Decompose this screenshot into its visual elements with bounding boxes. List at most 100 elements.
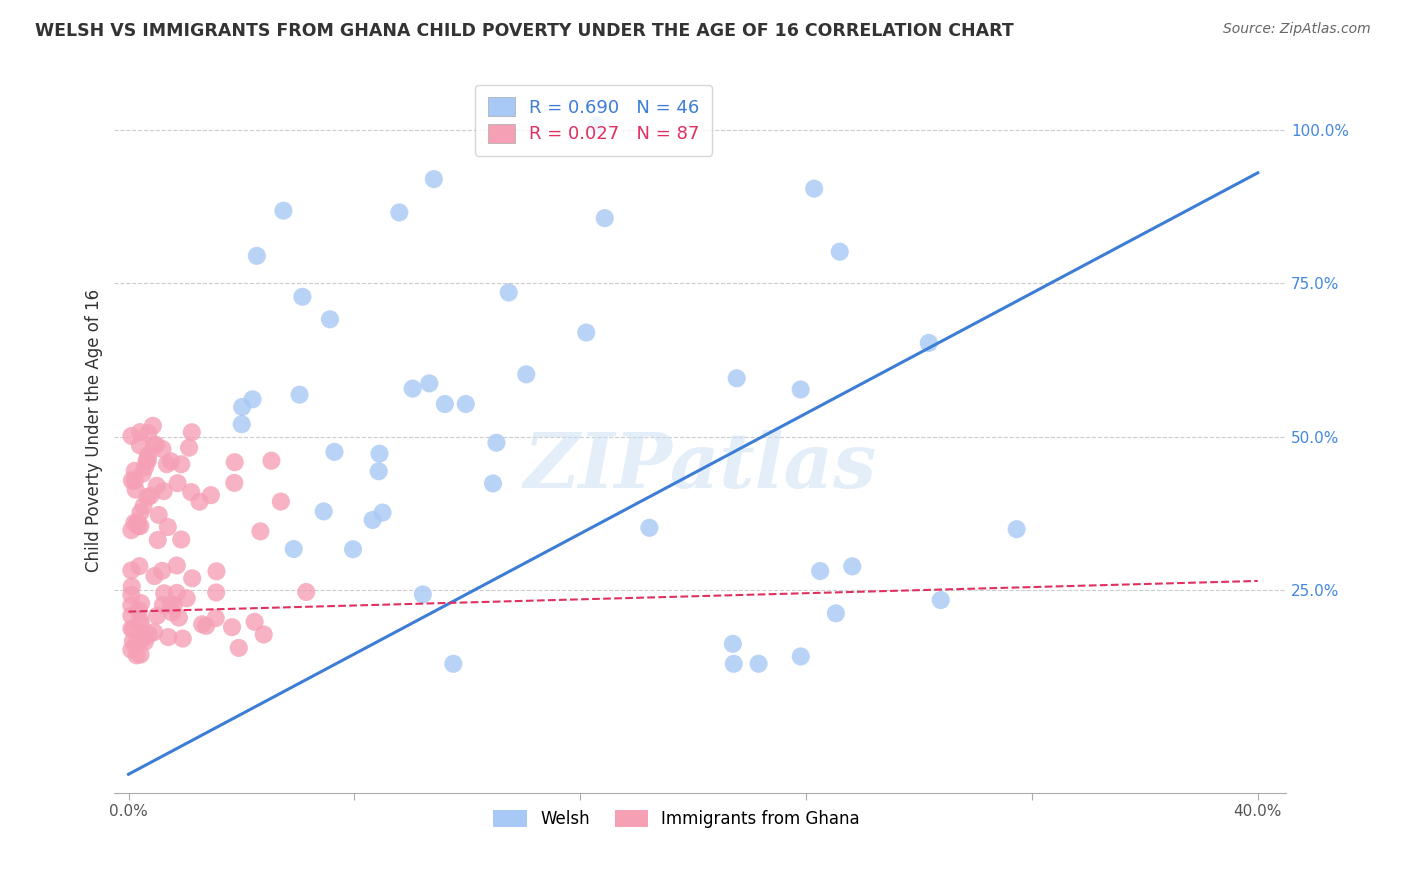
Point xyxy=(575,326,598,340)
Point xyxy=(249,524,271,539)
Point xyxy=(146,533,169,547)
Point xyxy=(803,181,825,195)
Point xyxy=(295,585,318,599)
Point xyxy=(1005,522,1028,536)
Point xyxy=(134,635,156,649)
Point xyxy=(166,558,188,573)
Point xyxy=(361,513,384,527)
Point xyxy=(121,474,143,488)
Point xyxy=(146,608,169,623)
Point xyxy=(121,580,143,594)
Point xyxy=(156,520,179,534)
Point xyxy=(122,634,145,648)
Point xyxy=(412,587,434,601)
Point xyxy=(172,632,194,646)
Point xyxy=(270,494,292,508)
Point xyxy=(120,588,142,602)
Point xyxy=(441,657,464,671)
Point xyxy=(152,484,174,499)
Point xyxy=(368,447,391,461)
Point xyxy=(181,571,204,585)
Y-axis label: Child Poverty Under the Age of 16: Child Poverty Under the Age of 16 xyxy=(86,289,103,572)
Point xyxy=(160,605,183,619)
Point xyxy=(401,382,423,396)
Point xyxy=(170,533,193,547)
Point xyxy=(515,368,537,382)
Point xyxy=(260,453,283,467)
Point xyxy=(200,488,222,502)
Point xyxy=(122,622,145,636)
Point xyxy=(159,599,181,613)
Point xyxy=(231,417,253,432)
Point xyxy=(841,559,863,574)
Point xyxy=(120,599,142,613)
Point xyxy=(124,483,146,497)
Point xyxy=(342,542,364,557)
Point xyxy=(231,400,253,414)
Point xyxy=(129,648,152,662)
Point xyxy=(143,569,166,583)
Point xyxy=(224,455,246,469)
Text: Source: ZipAtlas.com: Source: ZipAtlas.com xyxy=(1223,22,1371,37)
Point xyxy=(180,425,202,440)
Point xyxy=(242,392,264,407)
Point xyxy=(918,335,941,350)
Point xyxy=(367,464,389,478)
Point xyxy=(128,559,150,574)
Point xyxy=(131,632,153,646)
Point xyxy=(135,453,157,467)
Point xyxy=(124,464,146,478)
Point xyxy=(136,425,159,440)
Point xyxy=(120,523,142,537)
Point xyxy=(129,506,152,520)
Point xyxy=(723,657,745,671)
Point xyxy=(312,504,335,518)
Point xyxy=(177,441,200,455)
Point xyxy=(129,613,152,627)
Point xyxy=(180,485,202,500)
Point xyxy=(283,541,305,556)
Point xyxy=(288,387,311,401)
Point xyxy=(120,642,142,657)
Point xyxy=(120,622,142,636)
Point xyxy=(323,445,346,459)
Point xyxy=(136,448,159,462)
Point xyxy=(127,515,149,529)
Point xyxy=(136,490,159,504)
Point xyxy=(129,519,152,533)
Point xyxy=(221,620,243,634)
Point xyxy=(485,435,508,450)
Point xyxy=(166,476,188,491)
Point xyxy=(138,628,160,642)
Point xyxy=(246,249,269,263)
Point xyxy=(748,657,770,671)
Point xyxy=(423,172,446,186)
Point xyxy=(167,610,190,624)
Point xyxy=(166,586,188,600)
Point xyxy=(224,475,246,490)
Point xyxy=(825,607,848,621)
Point xyxy=(638,521,661,535)
Point xyxy=(790,649,813,664)
Point xyxy=(195,619,218,633)
Point xyxy=(143,438,166,452)
Point xyxy=(170,457,193,471)
Point xyxy=(204,611,226,625)
Point xyxy=(120,608,142,623)
Point xyxy=(120,564,142,578)
Point xyxy=(153,586,176,600)
Point xyxy=(142,418,165,433)
Point xyxy=(157,630,180,644)
Point xyxy=(129,596,152,610)
Point xyxy=(121,429,143,443)
Point xyxy=(152,598,174,612)
Point xyxy=(789,383,811,397)
Point xyxy=(418,376,440,391)
Point xyxy=(273,203,295,218)
Point xyxy=(593,211,616,226)
Point xyxy=(253,627,276,641)
Point xyxy=(136,454,159,468)
Point xyxy=(205,585,228,599)
Point xyxy=(124,474,146,488)
Point xyxy=(319,312,342,326)
